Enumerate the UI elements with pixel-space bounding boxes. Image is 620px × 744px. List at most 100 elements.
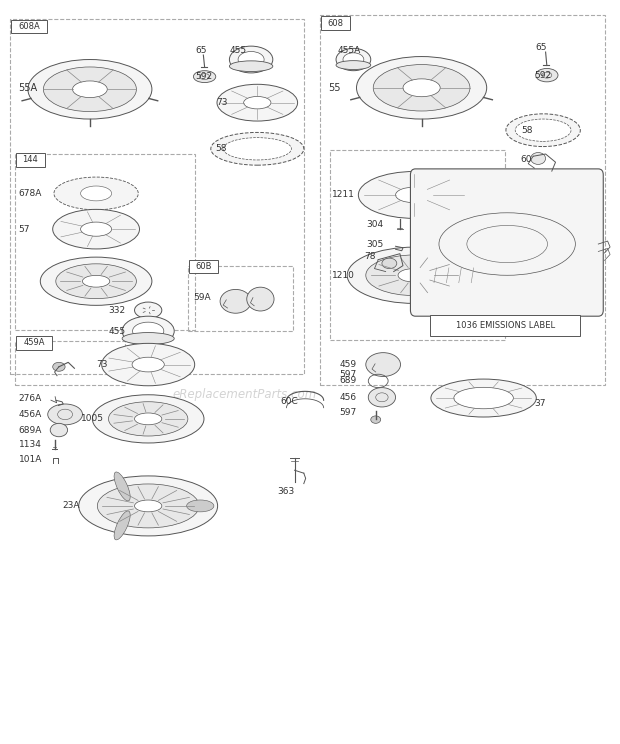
Bar [188, 266, 293, 331]
Ellipse shape [132, 357, 164, 372]
Text: 58: 58 [521, 126, 533, 135]
Ellipse shape [114, 511, 130, 540]
Ellipse shape [53, 209, 140, 249]
Ellipse shape [244, 97, 271, 109]
Ellipse shape [223, 138, 291, 160]
Text: 23A: 23A [62, 501, 79, 510]
Ellipse shape [358, 171, 470, 219]
Ellipse shape [50, 423, 68, 437]
Text: 456: 456 [340, 393, 357, 402]
Ellipse shape [73, 81, 107, 97]
Ellipse shape [108, 402, 188, 436]
Ellipse shape [135, 302, 162, 318]
Text: 455: 455 [108, 327, 126, 336]
Text: 455A: 455A [338, 46, 361, 55]
Text: 65: 65 [536, 43, 547, 52]
Text: 305: 305 [366, 240, 383, 249]
Ellipse shape [122, 316, 174, 346]
Text: 59A: 59A [193, 293, 211, 302]
Ellipse shape [40, 257, 152, 305]
Text: 597: 597 [340, 408, 357, 417]
Ellipse shape [92, 395, 204, 443]
Ellipse shape [135, 413, 162, 425]
Text: 37: 37 [534, 399, 546, 408]
Ellipse shape [122, 333, 174, 344]
Text: 73: 73 [216, 98, 228, 107]
Text: 60C: 60C [280, 397, 298, 406]
Text: 58: 58 [216, 144, 228, 153]
Ellipse shape [454, 388, 513, 408]
Ellipse shape [347, 247, 481, 304]
Ellipse shape [187, 500, 214, 512]
Text: 332: 332 [108, 306, 126, 315]
Bar [321, 16, 350, 30]
Text: 73: 73 [96, 360, 108, 369]
Bar [330, 150, 505, 340]
Ellipse shape [506, 114, 580, 147]
Ellipse shape [373, 65, 470, 111]
Ellipse shape [135, 500, 162, 512]
Ellipse shape [79, 476, 218, 536]
Bar [320, 15, 605, 385]
Text: 60: 60 [521, 155, 533, 164]
Ellipse shape [114, 472, 130, 501]
Ellipse shape [229, 46, 273, 73]
Ellipse shape [48, 404, 82, 425]
Text: 456A: 456A [19, 410, 42, 419]
Text: 459: 459 [340, 360, 357, 369]
Ellipse shape [82, 275, 110, 287]
Text: 1211: 1211 [332, 190, 355, 199]
Ellipse shape [53, 362, 65, 371]
Text: 60B: 60B [195, 262, 211, 271]
Ellipse shape [28, 60, 152, 119]
Bar [16, 336, 52, 350]
Text: 57: 57 [19, 225, 30, 234]
Ellipse shape [396, 187, 433, 202]
Text: 608: 608 [327, 19, 343, 28]
Ellipse shape [56, 264, 136, 298]
Text: 1134: 1134 [19, 440, 42, 449]
Ellipse shape [81, 222, 112, 237]
FancyBboxPatch shape [410, 169, 603, 316]
Text: 55A: 55A [19, 83, 38, 93]
Ellipse shape [515, 119, 571, 141]
Text: 55: 55 [329, 83, 341, 93]
Ellipse shape [536, 68, 558, 82]
Bar [15, 341, 125, 385]
Bar [15, 154, 195, 330]
Text: 363: 363 [278, 487, 295, 496]
Ellipse shape [336, 48, 371, 71]
Ellipse shape [366, 353, 401, 376]
Ellipse shape [54, 177, 138, 210]
Text: 689A: 689A [19, 426, 42, 434]
Ellipse shape [368, 388, 396, 407]
Ellipse shape [43, 67, 136, 112]
Ellipse shape [220, 289, 251, 313]
Text: 1005: 1005 [81, 414, 104, 423]
Bar [430, 315, 580, 336]
Ellipse shape [403, 79, 440, 97]
Ellipse shape [102, 343, 195, 385]
Bar [10, 19, 304, 374]
Ellipse shape [97, 484, 199, 528]
Ellipse shape [371, 416, 381, 423]
Ellipse shape [193, 71, 216, 83]
Text: 455: 455 [229, 46, 247, 55]
Text: 592: 592 [195, 72, 213, 81]
Text: 101A: 101A [19, 455, 42, 464]
Text: 1036 EMISSIONS LABEL: 1036 EMISSIONS LABEL [456, 321, 555, 330]
Text: 1210: 1210 [332, 271, 355, 280]
Ellipse shape [133, 322, 164, 340]
Ellipse shape [81, 186, 112, 201]
Bar [189, 260, 218, 273]
Text: 608A: 608A [18, 22, 40, 31]
Text: eReplacementParts.com: eReplacementParts.com [173, 388, 317, 401]
Ellipse shape [217, 84, 298, 121]
Ellipse shape [531, 153, 546, 164]
Ellipse shape [229, 61, 273, 71]
Text: 276A: 276A [19, 394, 42, 403]
Text: 304: 304 [366, 220, 383, 229]
Text: 65: 65 [195, 46, 207, 55]
Ellipse shape [336, 60, 371, 69]
Ellipse shape [366, 255, 463, 295]
